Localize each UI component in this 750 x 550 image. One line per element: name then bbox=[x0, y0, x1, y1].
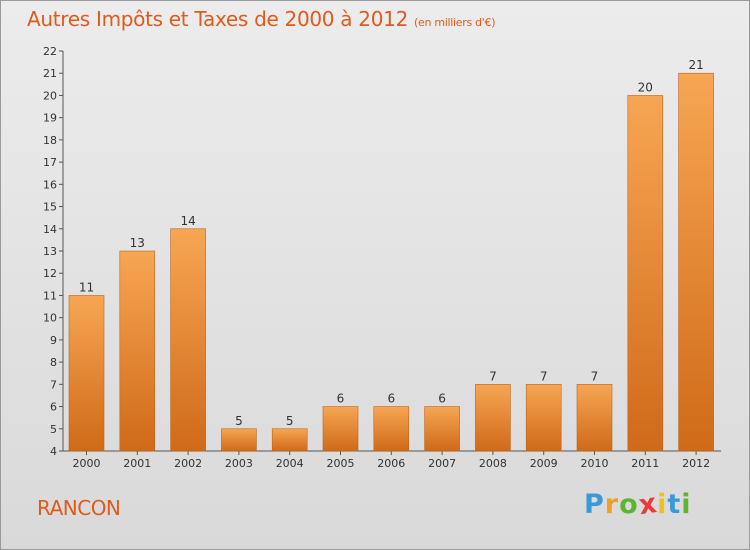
bar bbox=[525, 384, 562, 452]
bar bbox=[678, 72, 714, 452]
bars bbox=[68, 72, 714, 452]
x-tick-label: 2007 bbox=[428, 457, 456, 470]
bar bbox=[271, 428, 308, 452]
x-tick-label: 2011 bbox=[631, 457, 659, 470]
bar bbox=[68, 295, 105, 452]
x-tick-label: 2008 bbox=[479, 457, 507, 470]
y-tick-label: 10 bbox=[43, 312, 57, 325]
y-tick-label: 6 bbox=[50, 401, 57, 414]
data-label: 5 bbox=[286, 414, 294, 428]
logo-letter: x bbox=[636, 487, 660, 522]
data-label: 5 bbox=[235, 414, 243, 428]
data-label: 7 bbox=[489, 369, 497, 383]
logo-letter: i bbox=[681, 489, 692, 520]
logo-letter: i bbox=[657, 489, 668, 520]
y-tick-label: 7 bbox=[50, 378, 57, 391]
value-labels: 11 13 14 5 5 6 6 6 7 7 7 20 21 bbox=[79, 58, 704, 428]
data-label: 11 bbox=[79, 280, 94, 294]
proxiti-logo: Proxiti bbox=[584, 487, 692, 522]
data-label: 6 bbox=[438, 392, 446, 406]
x-tick-label: 2012 bbox=[682, 457, 710, 470]
bar bbox=[373, 406, 410, 452]
y-tick-label: 13 bbox=[43, 245, 57, 258]
x-tick-label: 2010 bbox=[581, 457, 609, 470]
chart-title-text: Autres Impôts et Taxes de 2000 à 2012 bbox=[27, 7, 408, 31]
y-tick-label: 15 bbox=[43, 201, 57, 214]
axes: 4 5 6 7 8 9 10 11 12 13 14 15 16 17 18 19 20 21 22 2000 2001… bbox=[43, 45, 721, 470]
y-tick-label: 8 bbox=[50, 356, 57, 369]
x-tick-label: 2002 bbox=[174, 457, 202, 470]
y-tick-label: 21 bbox=[43, 67, 57, 80]
chart-title: Autres Impôts et Taxes de 2000 à 2012 (en… bbox=[27, 7, 495, 31]
bar bbox=[627, 95, 664, 452]
y-tick-label: 4 bbox=[50, 445, 57, 458]
data-label: 14 bbox=[180, 214, 195, 228]
data-label: 6 bbox=[387, 392, 395, 406]
x-tick-label: 2009 bbox=[530, 457, 558, 470]
data-label: 6 bbox=[337, 392, 345, 406]
y-tick-label: 5 bbox=[50, 423, 57, 436]
bar bbox=[322, 406, 359, 452]
data-label: 7 bbox=[591, 369, 599, 383]
y-tick-label: 9 bbox=[50, 334, 57, 347]
y-tick-label: 11 bbox=[43, 289, 57, 302]
logo-letter: P bbox=[584, 489, 605, 520]
y-tick-label: 20 bbox=[43, 89, 57, 102]
y-tick-label: 22 bbox=[43, 45, 57, 58]
x-tick-label: 2000 bbox=[73, 457, 101, 470]
chart-title-unit: (en milliers d'€) bbox=[414, 16, 496, 29]
logo-letter: r bbox=[604, 489, 620, 520]
data-label: 21 bbox=[688, 58, 703, 72]
y-tick-label: 14 bbox=[43, 223, 57, 236]
y-tick-label: 12 bbox=[43, 267, 57, 280]
logo-letter: t bbox=[667, 489, 682, 520]
data-label: 13 bbox=[130, 236, 145, 250]
x-tick-label: 2006 bbox=[377, 457, 405, 470]
x-tick-label: 2005 bbox=[327, 457, 355, 470]
bar bbox=[119, 250, 156, 452]
data-label: 7 bbox=[540, 369, 548, 383]
logo-letter: o bbox=[619, 489, 639, 520]
x-tick-label: 2004 bbox=[276, 457, 304, 470]
bar bbox=[424, 406, 460, 452]
bar bbox=[170, 228, 206, 452]
bar bbox=[576, 384, 613, 452]
y-tick-label: 19 bbox=[43, 112, 57, 125]
data-label: 20 bbox=[638, 80, 653, 94]
bar bbox=[475, 384, 511, 452]
y-tick-label: 18 bbox=[43, 134, 57, 147]
y-tick-label: 17 bbox=[43, 156, 57, 169]
y-tick-label: 16 bbox=[43, 178, 57, 191]
town-name: RANCON bbox=[37, 496, 121, 520]
x-tick-label: 2001 bbox=[123, 457, 151, 470]
bar bbox=[221, 428, 257, 452]
x-tick-label: 2003 bbox=[225, 457, 253, 470]
